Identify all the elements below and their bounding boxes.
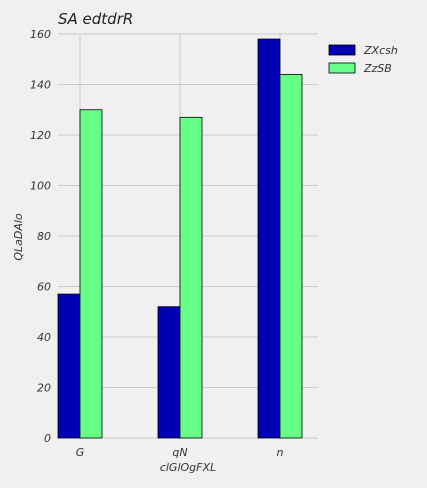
y-tick-label: 20: [37, 382, 51, 395]
x-tick-label: qN: [172, 446, 187, 459]
y-tick-label: 0: [44, 432, 51, 445]
x-tick-label: G: [76, 446, 85, 459]
bars: [57, 38, 303, 439]
y-tick-label: 120: [30, 129, 51, 142]
bar-ZzSB-n: [279, 74, 303, 439]
bar-ZzSB-G: [79, 109, 103, 439]
legend-label: ZzSB: [363, 62, 392, 75]
legend-swatch: [328, 62, 356, 74]
y-tick-label: 160: [30, 28, 51, 41]
bar-ZzSB-qN: [179, 116, 203, 439]
y-tick-label: 100: [30, 180, 51, 193]
legend-swatch: [328, 44, 356, 56]
chart-title: SA edtdrR: [58, 10, 133, 28]
bar-ZXcsh-G: [57, 293, 81, 439]
y-tick-label: 60: [37, 281, 51, 294]
y-tick-label: 80: [37, 230, 51, 243]
y-tick-label: 140: [30, 79, 51, 92]
y-axis-ticks: 0 20 40 60 80 100 120 140 160: [30, 28, 51, 445]
bar-ZXcsh-n: [257, 38, 281, 439]
x-axis-label: clGlOgFXL: [160, 461, 216, 474]
bar-ZXcsh-qN: [157, 306, 181, 439]
y-axis-label: QLaDAlo: [12, 213, 25, 261]
y-tick-label: 40: [37, 331, 51, 344]
x-tick-label: n: [277, 446, 284, 459]
legend-label: ZXcsh: [363, 44, 398, 57]
legend: ZXcsh ZzSB: [328, 44, 398, 75]
